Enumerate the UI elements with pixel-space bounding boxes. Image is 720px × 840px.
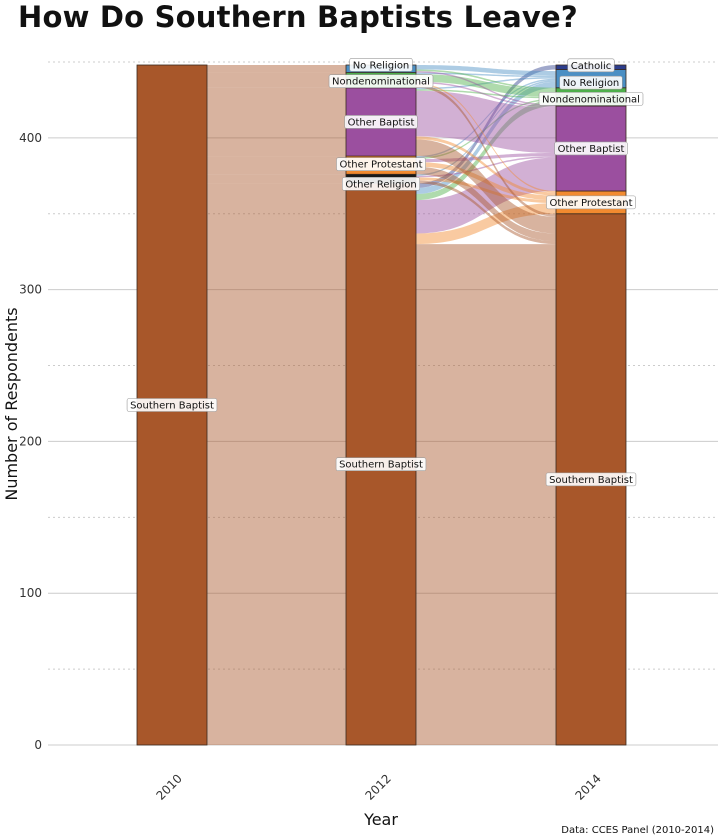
flow-southern-baptist-to-southern-baptist (207, 183, 346, 746)
label-box (538, 92, 644, 106)
label-text: Nondenominational (332, 77, 430, 88)
label-text: Other Baptist (558, 144, 625, 155)
label-box (328, 74, 434, 88)
label-2014-southern-baptist: Southern Baptist (545, 472, 637, 487)
label-text: Southern Baptist (130, 401, 214, 412)
label-text: No Religion (563, 78, 620, 89)
label-2012-other-religion: Other Religion (342, 177, 420, 191)
y-tick-label: 200 (19, 434, 42, 448)
label-2014-no-religion: No Religion (559, 75, 623, 90)
flow-no-religion-to-nondenominational (416, 69, 556, 90)
flow-nondenominational-to-other-protestant (416, 83, 556, 193)
strata-labels: Southern Baptist Southern Baptist Other Re… (126, 57, 644, 487)
label-box (559, 75, 623, 90)
flow-southern-baptist-to-other-baptist (207, 87, 346, 157)
label-text: Other Protestant (339, 160, 422, 171)
flow-other-religion-to-other-protestant (416, 177, 556, 204)
label-text: Other Religion (345, 179, 416, 190)
label-2014-catholic: Catholic (567, 58, 615, 73)
flow-nondenominational-to-no-religion (416, 72, 556, 78)
flow-other-baptist-to-nondenominational (416, 89, 556, 99)
flow-southern-baptist-to-no-religion (416, 81, 556, 195)
label-2012-no-religion: No Religion (349, 57, 413, 72)
x-axis-title: Year (363, 810, 398, 829)
label-text: Southern Baptist (339, 460, 423, 471)
flow-southern-baptist-to-no-religion (207, 65, 346, 73)
label-box (554, 141, 628, 156)
label-2010-southern-baptist: Southern Baptist (126, 398, 218, 412)
y-tick-label: 100 (19, 586, 42, 600)
flow-other-protestant-to-southern-baptist (416, 166, 556, 242)
flow-nondenominational-to-southern-baptist (416, 84, 556, 217)
label-text: No Religion (353, 60, 410, 71)
x-axis: 2010 2012 2014 (153, 771, 603, 802)
flow-southern-baptist-to-nondenominational (416, 99, 556, 201)
flow-no-religion-to-no-religion (416, 65, 556, 76)
label-text: Other Baptist (348, 117, 415, 128)
flow-nondenominational-to-nondenominational (416, 74, 556, 97)
flow-other-religion-to-no-religion (416, 80, 556, 176)
label-box (567, 58, 615, 73)
y-tick-label: 400 (19, 131, 42, 145)
label-text: Southern Baptist (549, 475, 633, 486)
flow-southern-baptist-to-other-protestant (207, 156, 346, 175)
flow-no-religion-to-other-baptist (416, 71, 556, 106)
label-2014-other-protestant: Other Protestant (546, 195, 636, 210)
flow-other-protestant-to-other-baptist (416, 153, 556, 163)
x-tick-label: 2012 (362, 771, 393, 802)
y-axis-title: Number of Respondents (2, 307, 21, 500)
flow-other-protestant-to-no-religion (416, 78, 556, 158)
label-2014-other-baptist: Other Baptist (554, 141, 628, 156)
y-tick-label: 0 (34, 738, 42, 752)
flow-southern-baptist-to-catholic (416, 65, 556, 188)
label-box (336, 157, 426, 171)
label-box (545, 472, 637, 487)
label-box (349, 57, 413, 72)
x-tick-label: 2010 (153, 771, 184, 802)
flow-other-baptist-to-other-protestant (416, 136, 556, 196)
label-text: Catholic (571, 61, 612, 72)
flow-southern-baptist-to-other-protestant (416, 203, 556, 245)
label-box (342, 177, 420, 191)
label-2012-other-protestant: Other Protestant (336, 157, 426, 171)
label-box (335, 457, 427, 471)
label-2014-nondenominational: Nondenominational (538, 92, 644, 106)
chart-title: How Do Southern Baptists Leave? (18, 0, 578, 34)
flow-other-religion-to-other-baptist (416, 156, 556, 178)
label-box (344, 115, 418, 129)
label-text: Other Protestant (549, 198, 632, 209)
y-tick-label: 300 (19, 283, 42, 297)
flow-nondenominational-to-other-baptist (416, 81, 556, 108)
flow-other-protestant-to-other-protestant (416, 162, 556, 201)
flow-other-religion-to-southern-baptist (416, 180, 556, 245)
label-2012-nondenominational: Nondenominational (328, 74, 434, 88)
flows (207, 65, 556, 746)
label-box (546, 195, 636, 210)
flow-other-protestant-to-nondenominational (416, 98, 556, 160)
caption: Data: CCES Panel (2010-2014) (561, 825, 714, 836)
label-text: Nondenominational (542, 94, 640, 105)
flow-southern-baptist-to-southern-baptist (416, 244, 556, 745)
flow-other-baptist-to-southern-baptist (416, 139, 556, 234)
x-tick-label: 2014 (572, 771, 603, 802)
label-2012-southern-baptist: Southern Baptist (335, 457, 427, 471)
flow-other-baptist-to-other-baptist (416, 90, 556, 154)
flow-other-baptist-to-no-religion (416, 77, 556, 90)
flow-southern-baptist-to-other-baptist (416, 157, 556, 234)
label-2012-other-baptist: Other Baptist (344, 115, 418, 129)
label-box (126, 398, 218, 412)
flow-southern-baptist-to-other-religion (207, 174, 346, 184)
y-axis: 0 100 200 300 400 (19, 131, 42, 752)
flow-southern-baptist-to-nondenominational (207, 72, 346, 88)
